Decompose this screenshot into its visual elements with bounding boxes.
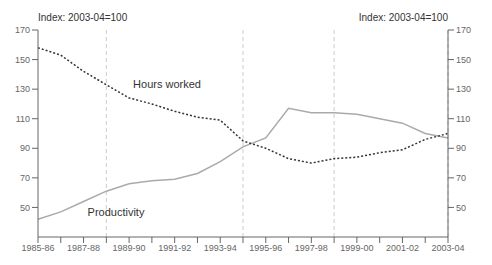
svg-text:150: 150: [15, 55, 30, 65]
svg-text:1997-98: 1997-98: [295, 243, 328, 253]
svg-text:1999-00: 1999-00: [340, 243, 373, 253]
svg-text:170: 170: [15, 25, 30, 35]
svg-text:110: 110: [16, 114, 30, 124]
svg-text:Hours worked: Hours worked: [133, 78, 201, 90]
svg-text:90: 90: [456, 143, 466, 153]
svg-text:50: 50: [20, 203, 30, 213]
svg-text:1995-96: 1995-96: [249, 243, 282, 253]
svg-text:2003-04: 2003-04: [431, 243, 464, 253]
svg-text:150: 150: [456, 55, 471, 65]
svg-text:70: 70: [456, 173, 466, 183]
svg-text:130: 130: [15, 84, 30, 94]
svg-text:90: 90: [20, 143, 30, 153]
svg-text:50: 50: [456, 203, 466, 213]
svg-text:2001-02: 2001-02: [386, 243, 419, 253]
svg-text:1991-92: 1991-92: [158, 243, 191, 253]
svg-text:1987-88: 1987-88: [67, 243, 100, 253]
svg-text:1985-86: 1985-86: [21, 243, 54, 253]
svg-text:70: 70: [20, 173, 30, 183]
html-text:Index: 2003-04=100: Index: 2003-04=100: [38, 12, 128, 23]
svg-text:130: 130: [456, 84, 471, 94]
svg-text:1989-90: 1989-90: [113, 243, 146, 253]
svg-text:170: 170: [456, 25, 471, 35]
svg-text:1993-94: 1993-94: [204, 243, 237, 253]
svg-text:Productivity: Productivity: [88, 206, 145, 218]
html-text:Index: 2003-04=100: Index: 2003-04=100: [358, 12, 448, 23]
svg-text:110: 110: [456, 114, 470, 124]
